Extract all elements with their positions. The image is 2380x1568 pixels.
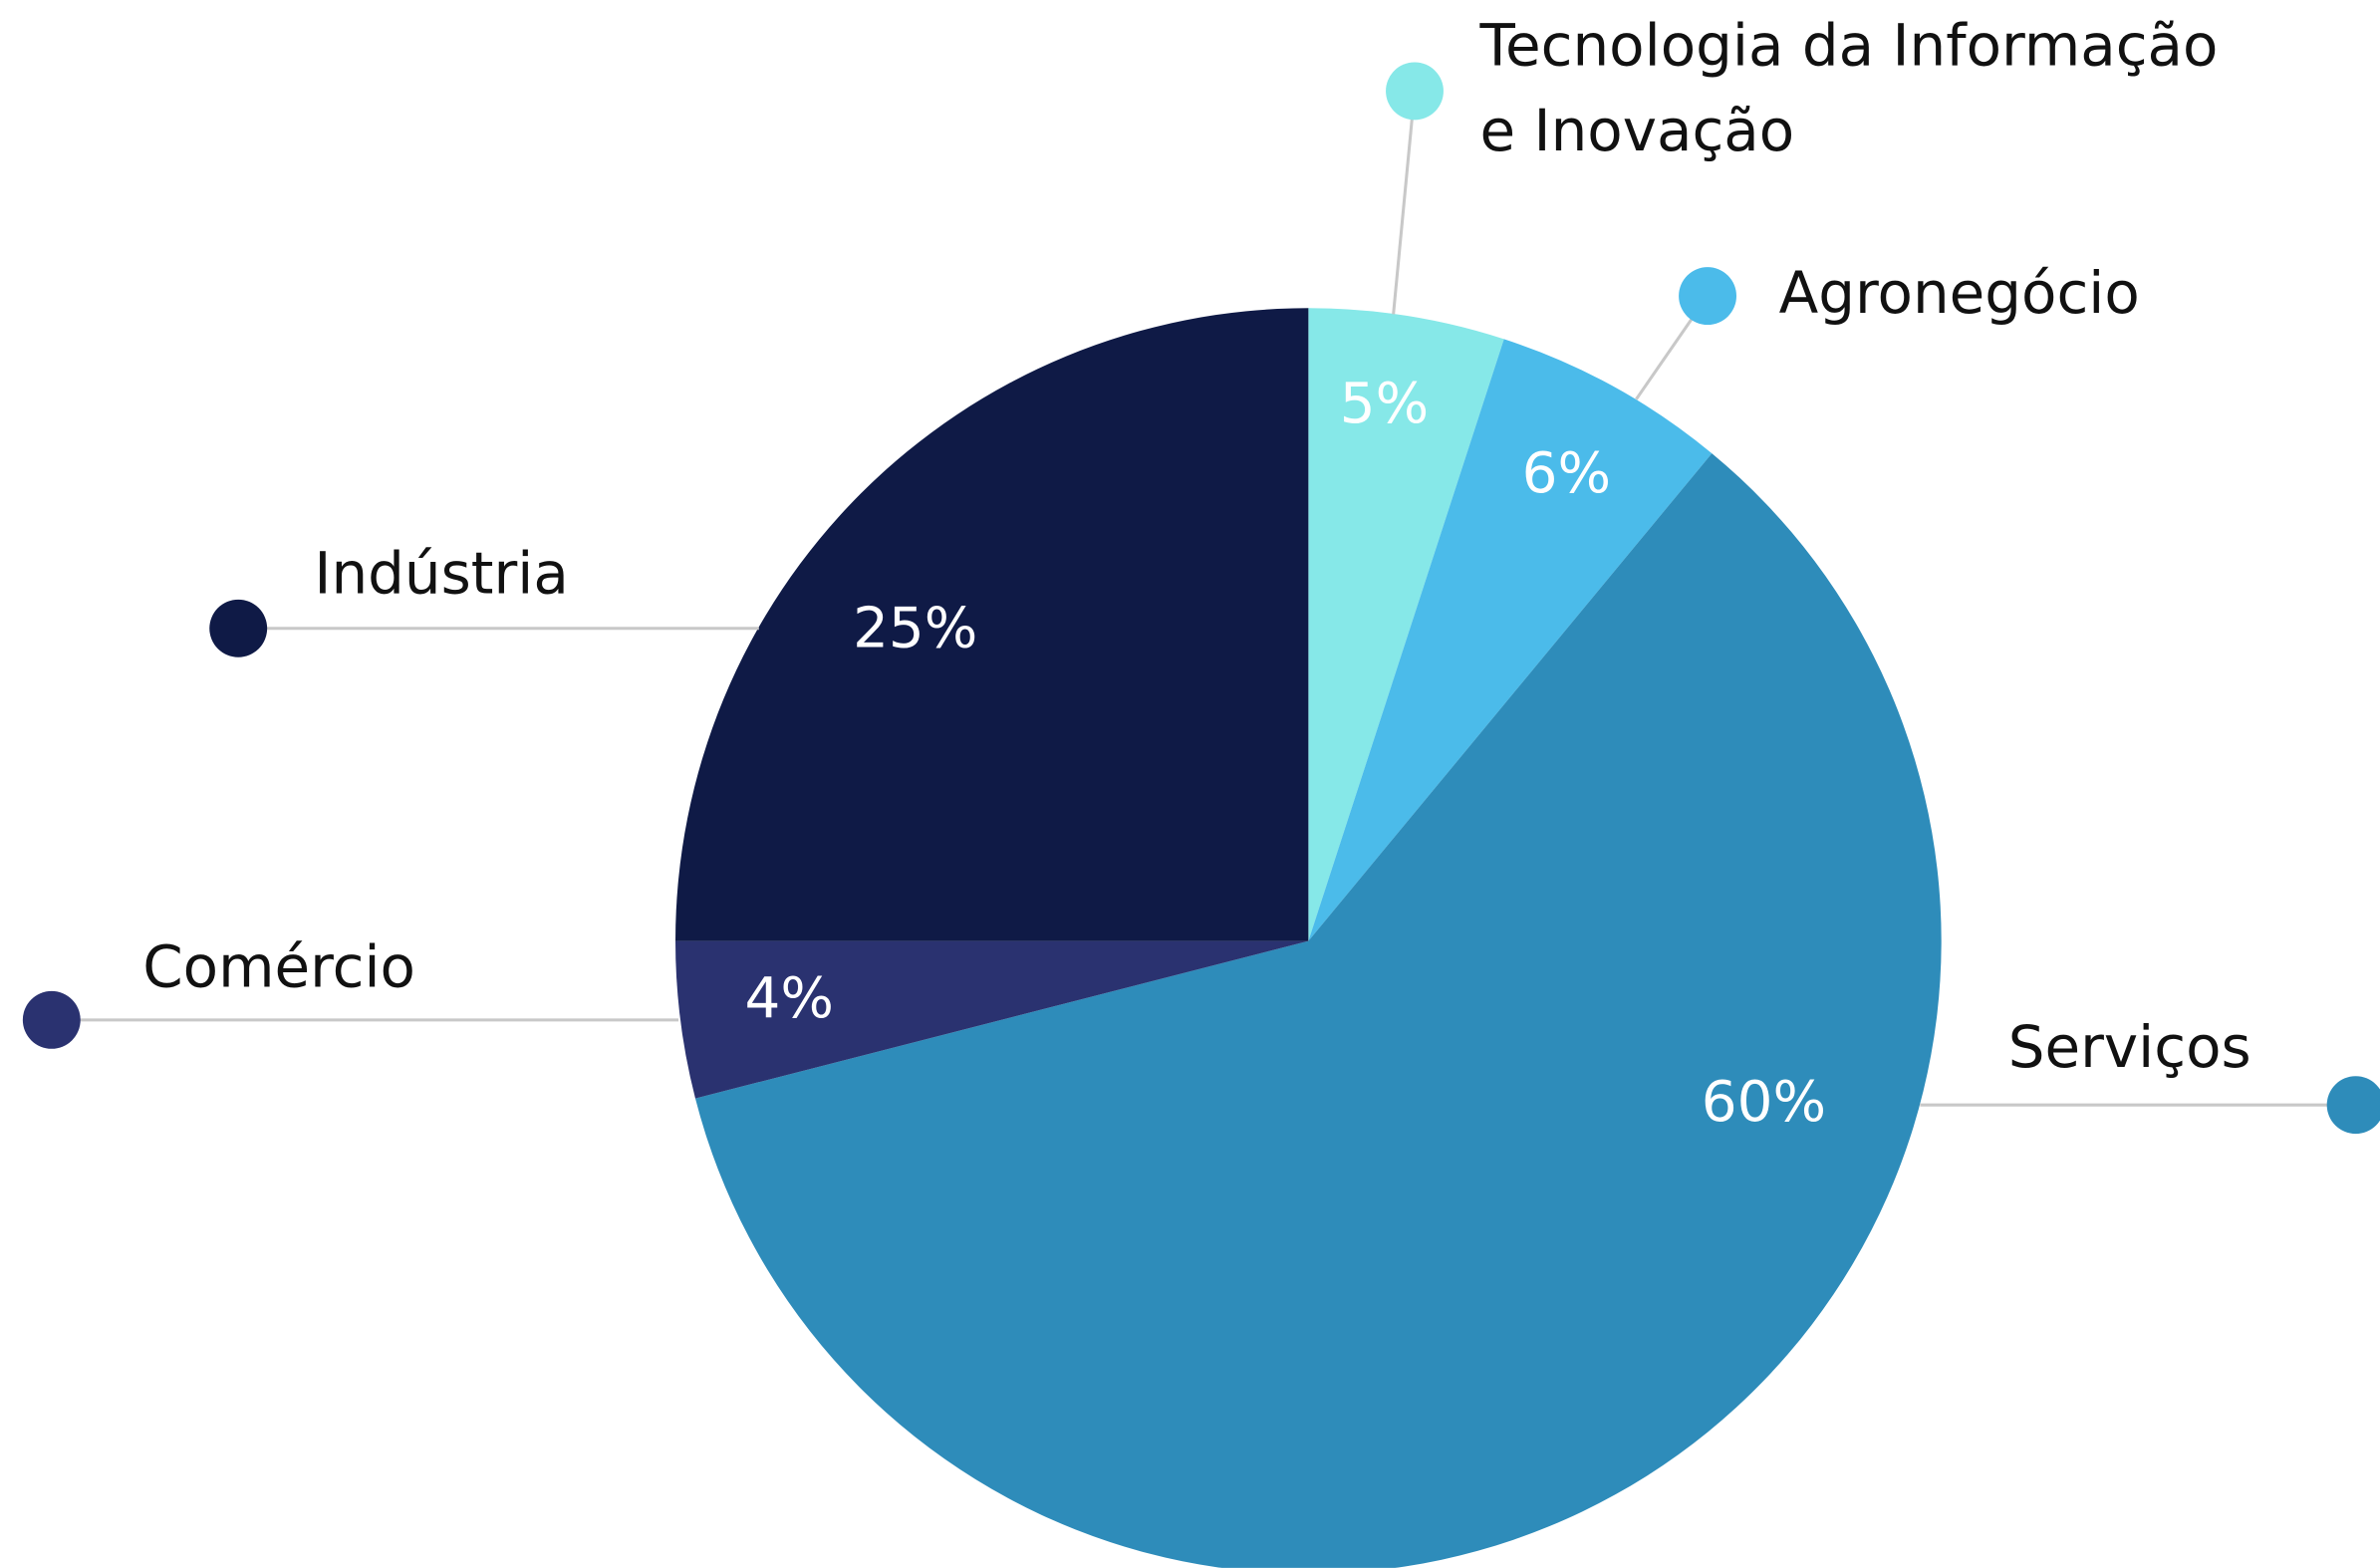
legend-dot xyxy=(2326,1076,2380,1135)
category-label: Comércio xyxy=(142,933,415,1001)
data-label: 25% xyxy=(853,596,977,660)
category-label: Serviços xyxy=(2007,1013,2251,1081)
leader-line xyxy=(1392,91,1417,315)
data-label: 60% xyxy=(1702,1070,1826,1135)
data-label: 5% xyxy=(1340,372,1429,436)
legend-dot xyxy=(209,599,268,657)
category-label: Indústria xyxy=(314,540,569,608)
category-label: Tecnologia da Informação e Inovação xyxy=(1479,12,2219,164)
legend-dot xyxy=(1386,62,1444,121)
data-label: 6% xyxy=(1522,441,1611,506)
legend-dot xyxy=(22,990,81,1049)
pie-slice xyxy=(1308,308,1504,941)
pie-slice xyxy=(694,453,1942,1568)
legend-dot xyxy=(1679,267,1736,326)
data-label: 4% xyxy=(745,966,834,1031)
pie-slice xyxy=(675,940,1309,1099)
category-label: Agronegócio xyxy=(1778,259,2140,327)
pie-slice xyxy=(675,308,1309,941)
pie-slice xyxy=(1308,339,1713,941)
